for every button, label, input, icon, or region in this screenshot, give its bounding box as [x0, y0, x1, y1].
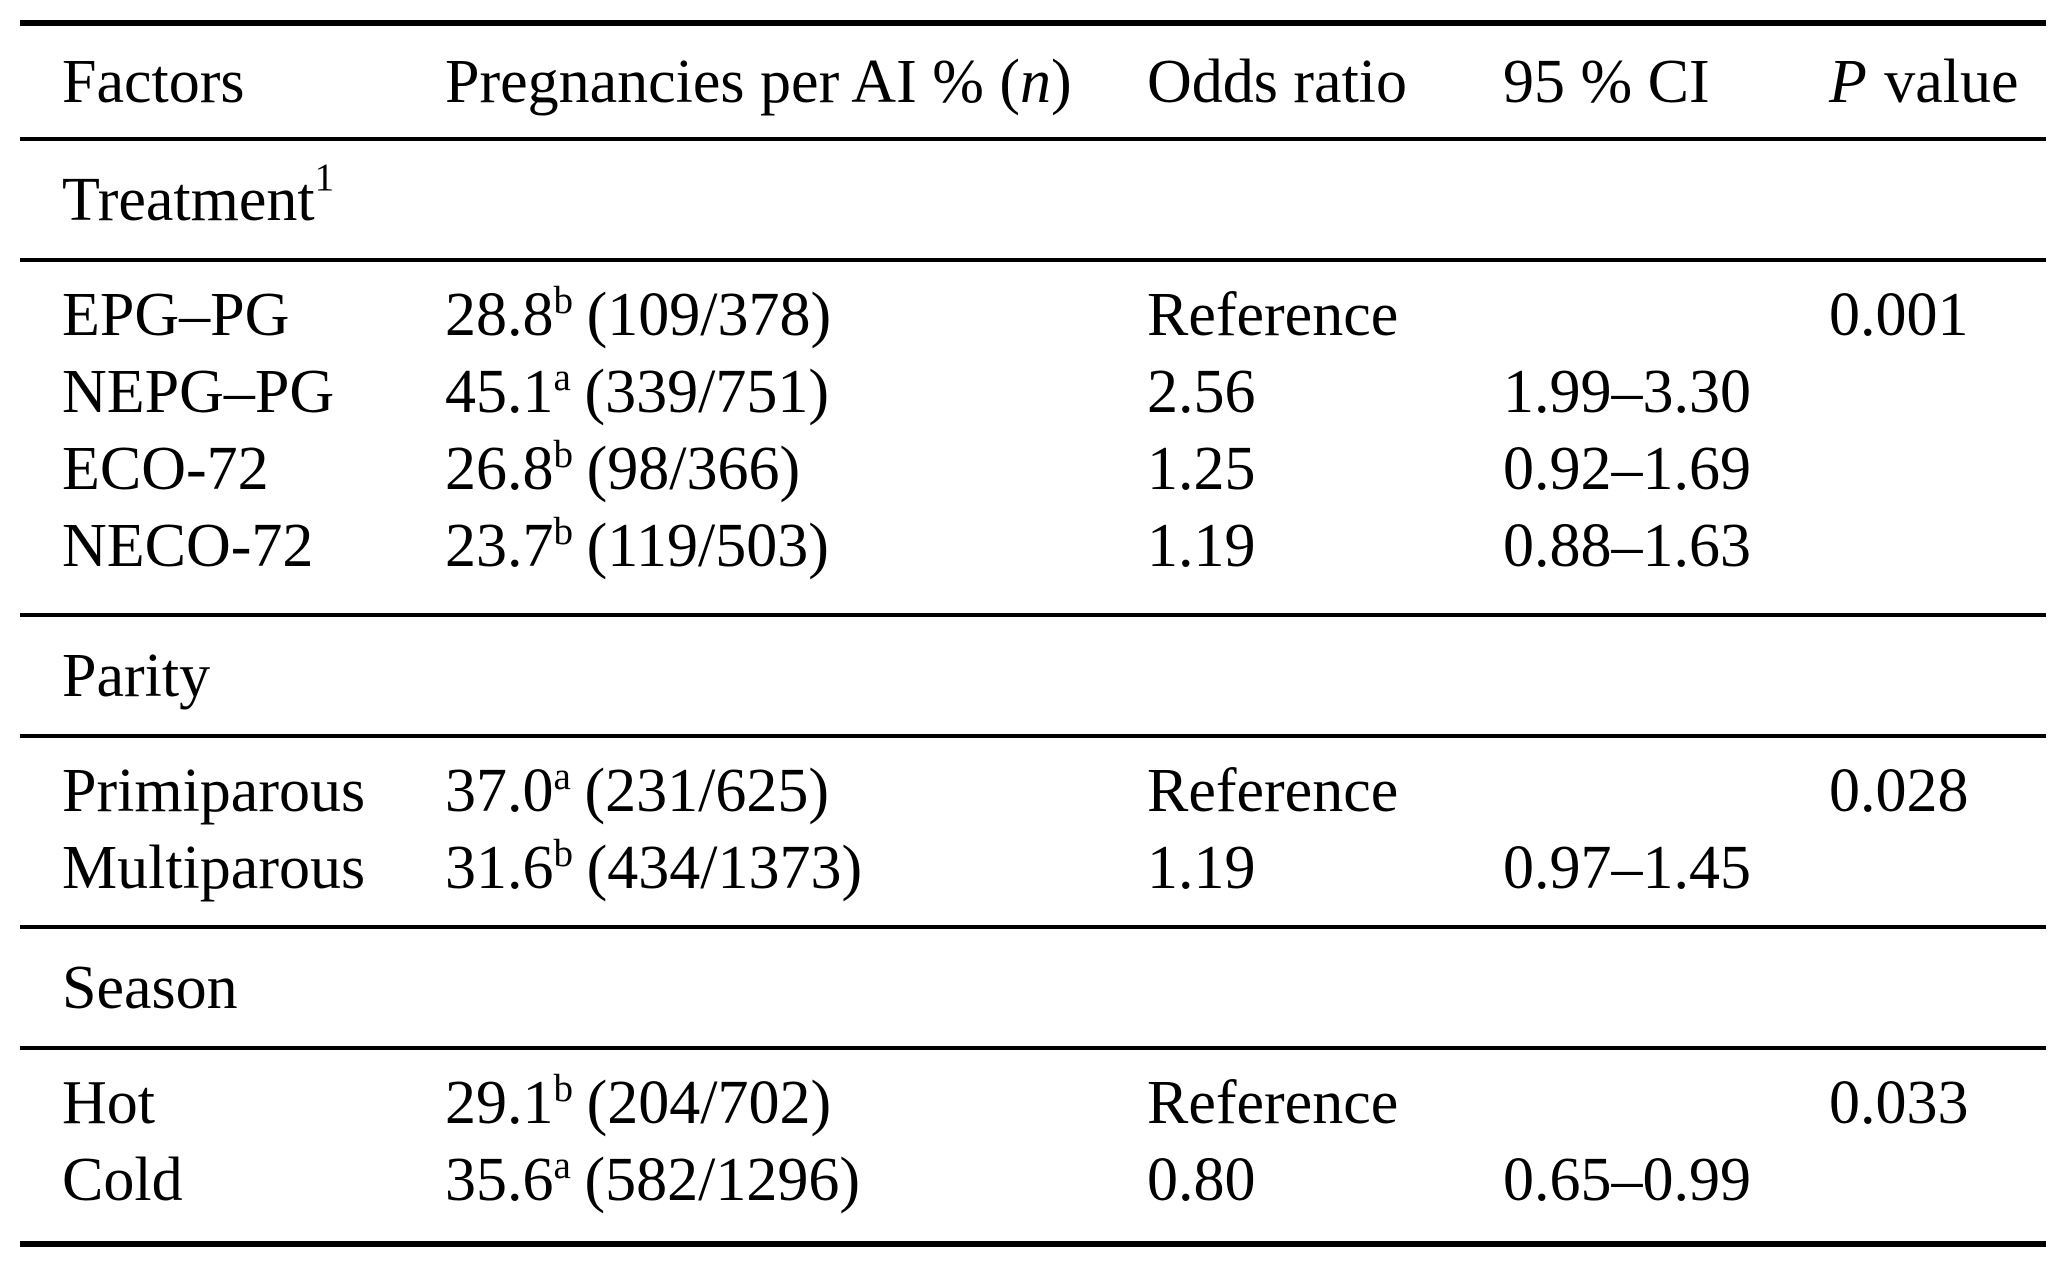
table-row-cold: Cold 35.6a (582/1296) 0.80 0.65–0.99: [20, 1141, 2046, 1218]
preg-count: (204/702): [586, 1068, 832, 1137]
preg-count: (231/625): [584, 756, 829, 825]
cell-ci: 0.92–1.69: [1503, 434, 1751, 503]
preg-superscript: a: [553, 1144, 571, 1188]
preg-value: 37.0: [445, 756, 554, 825]
cell-ci: 0.88–1.63: [1503, 511, 1751, 580]
preg-value: 28.8: [445, 280, 554, 349]
preg-value: 35.6: [445, 1145, 554, 1214]
preg-value: 23.7: [445, 511, 554, 580]
cell-p-value: 0.033: [1829, 1068, 1969, 1137]
cell-factor: ECO-72: [62, 434, 269, 503]
season-rows: Hot 29.1b (204/702) Reference 0.033 Cold …: [20, 1050, 2046, 1241]
section-label-parity: Parity: [20, 617, 2046, 734]
header-pregnancies-per-ai: Pregnancies per AI % (n): [445, 51, 1147, 113]
preg-superscript: a: [553, 356, 571, 400]
cell-pregnancies: 37.0a (231/625): [445, 756, 1147, 825]
cell-odds-ratio: Reference: [1147, 756, 1399, 825]
cell-pregnancies: 45.1a (339/751): [445, 357, 1147, 426]
cell-factor: NECO-72: [62, 511, 314, 580]
table-header-row: Factors Pregnancies per AI % (n) Odds ra…: [20, 26, 2046, 137]
cell-odds-ratio: 1.25: [1147, 434, 1256, 503]
table-row-hot: Hot 29.1b (204/702) Reference 0.033: [20, 1064, 2046, 1141]
table-row-epg-pg: EPG–PG 28.8b (109/378) Reference 0.001: [20, 276, 2046, 353]
parity-rows: Primiparous 37.0a (231/625) Reference 0.0…: [20, 738, 2046, 925]
table-row-primiparous: Primiparous 37.0a (231/625) Reference 0.0…: [20, 752, 2046, 829]
table-row-multiparous: Multiparous 31.6b (434/1373) 1.19 0.97–1.…: [20, 829, 2046, 906]
section-rule: [20, 258, 2046, 262]
section-rule: [20, 734, 2046, 738]
section-label-treatment: Treatment 1: [62, 156, 335, 234]
section-rule: [20, 925, 2046, 929]
cell-factor: Primiparous: [62, 756, 366, 825]
results-table: Factors Pregnancies per AI % (n) Odds ra…: [20, 20, 2046, 1247]
section-rule: [20, 613, 2046, 617]
cell-factor: Hot: [62, 1068, 155, 1137]
preg-count: (98/366): [586, 434, 801, 503]
cell-odds-ratio: Reference: [1147, 280, 1399, 349]
cell-pregnancies: 23.7b (119/503): [445, 511, 1147, 580]
cell-pregnancies: 28.8b (109/378): [445, 280, 1147, 349]
cell-ci: 0.97–1.45: [1503, 833, 1751, 902]
preg-superscript: a: [553, 755, 571, 799]
section-label-text: Season: [62, 953, 238, 1022]
header-p-var: P: [1829, 47, 1867, 116]
cell-pregnancies: 35.6a (582/1296): [445, 1145, 1147, 1214]
preg-value: 31.6: [445, 833, 554, 902]
cell-odds-ratio: 0.80: [1147, 1145, 1256, 1214]
header-ci: 95 % CI: [1503, 47, 1710, 116]
cell-factor: NEPG–PG: [62, 357, 335, 426]
preg-count: (582/1296): [584, 1145, 860, 1214]
header-odds-ratio: Odds ratio: [1147, 47, 1408, 116]
header-pregnancies-close: ): [1051, 47, 1072, 116]
treatment-rows: EPG–PG 28.8b (109/378) Reference 0.001 NE…: [20, 262, 2046, 613]
cell-factor: Multiparous: [62, 833, 366, 902]
cell-odds-ratio: 1.19: [1147, 511, 1256, 580]
preg-superscript: b: [553, 1067, 574, 1111]
preg-superscript: b: [553, 510, 574, 554]
section-rule: [20, 1046, 2046, 1050]
cell-pregnancies: 26.8b (98/366): [445, 434, 1147, 503]
table-row-neco-72: NECO-72 23.7b (119/503) 1.19 0.88–1.63: [20, 507, 2046, 584]
cell-p-value: 0.001: [1829, 280, 1969, 349]
preg-superscript: b: [553, 279, 574, 323]
preg-value: 45.1: [445, 357, 554, 426]
preg-superscript: b: [553, 433, 574, 477]
cell-odds-ratio: 2.56: [1147, 357, 1256, 426]
section-label-text: Treatment: [62, 165, 315, 234]
cell-odds-ratio: Reference: [1147, 1068, 1399, 1137]
table-row-nepg-pg: NEPG–PG 45.1a (339/751) 2.56 1.99–3.30: [20, 353, 2046, 430]
top-rule: [20, 20, 2046, 26]
section-label-text: Parity: [62, 641, 211, 710]
header-factors: Factors: [62, 47, 245, 116]
preg-value: 29.1: [445, 1068, 554, 1137]
header-rule: [20, 137, 2046, 141]
preg-count: (434/1373): [586, 833, 863, 902]
header-pregnancies-prefix: Pregnancies per AI % (: [445, 47, 1021, 116]
table-row-eco-72: ECO-72 26.8b (98/366) 1.25 0.92–1.69: [20, 430, 2046, 507]
cell-pregnancies: 31.6b (434/1373): [445, 833, 1147, 902]
preg-count: (339/751): [584, 357, 829, 426]
preg-superscript: b: [553, 832, 574, 876]
cell-p-value: 0.028: [1829, 756, 1969, 825]
cell-ci: 0.65–0.99: [1503, 1145, 1751, 1214]
bottom-rule: [20, 1241, 2046, 1247]
cell-factor: Cold: [62, 1145, 183, 1214]
header-p-rest: value: [1884, 47, 2019, 116]
preg-value: 26.8: [445, 434, 554, 503]
preg-count: (109/378): [586, 280, 832, 349]
cell-pregnancies: 29.1b (204/702): [445, 1068, 1147, 1137]
cell-odds-ratio: 1.19: [1147, 833, 1256, 902]
section-label-season: Season: [20, 929, 2046, 1046]
header-pregnancies-n-var: n: [1020, 47, 1052, 116]
preg-count: (119/503): [586, 511, 829, 580]
cell-factor: EPG–PG: [62, 280, 290, 349]
cell-ci: 1.99–3.30: [1503, 357, 1751, 426]
